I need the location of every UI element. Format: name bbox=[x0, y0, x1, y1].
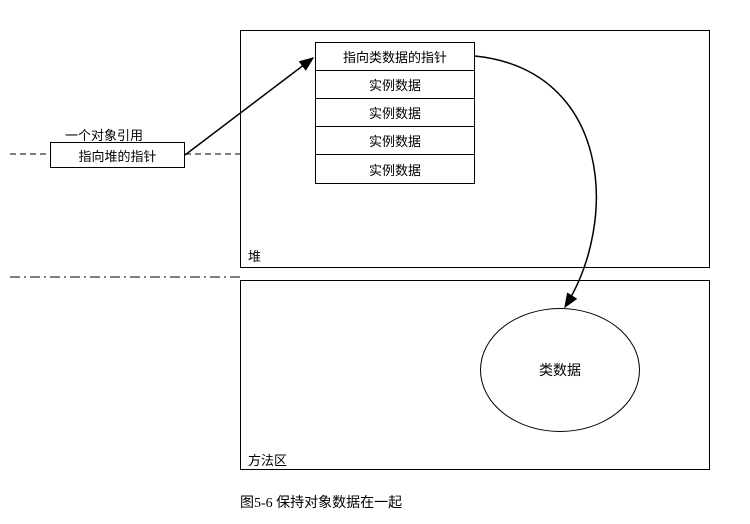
diagram-canvas: 堆 方法区 一个对象引用 指向堆的指针 指向类数据的指针 实例数据 实例数据 实… bbox=[0, 0, 750, 524]
instance-data-label: 实例数据 bbox=[369, 103, 421, 122]
instance-data-label: 实例数据 bbox=[369, 75, 421, 94]
object-row: 指向类数据的指针 bbox=[316, 43, 474, 71]
class-data-text: 类数据 bbox=[539, 360, 581, 380]
heap-region bbox=[240, 30, 710, 268]
heap-pointer-box: 指向堆的指针 bbox=[50, 142, 185, 168]
figure-caption: 图5-6 保持对象数据在一起 bbox=[240, 492, 402, 512]
object-row: 实例数据 bbox=[316, 127, 474, 155]
class-data-pointer-label: 指向类数据的指针 bbox=[343, 47, 447, 66]
object-row: 实例数据 bbox=[316, 99, 474, 127]
object-row: 实例数据 bbox=[316, 71, 474, 99]
heap-region-label: 堆 bbox=[248, 246, 261, 265]
object-row: 实例数据 bbox=[316, 155, 474, 183]
method-area-label: 方法区 bbox=[248, 450, 287, 469]
instance-data-label: 实例数据 bbox=[369, 160, 421, 179]
object-data-stack: 指向类数据的指针 实例数据 实例数据 实例数据 实例数据 bbox=[315, 42, 475, 184]
heap-pointer-text: 指向堆的指针 bbox=[78, 146, 156, 165]
instance-data-label: 实例数据 bbox=[369, 131, 421, 150]
class-data-ellipse: 类数据 bbox=[480, 308, 640, 432]
